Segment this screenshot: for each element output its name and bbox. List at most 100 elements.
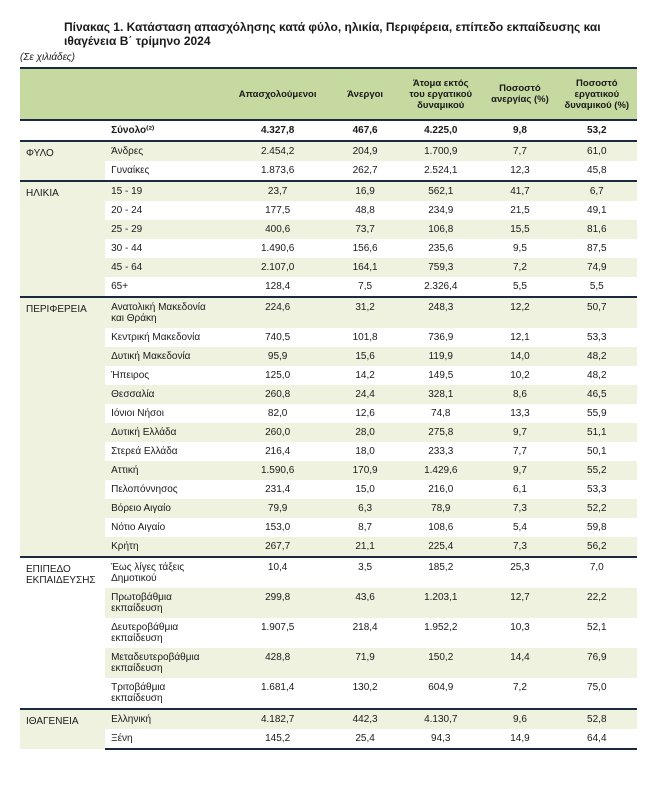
- cell-lfrate: 52,1: [557, 618, 637, 648]
- cell-outside: 759,3: [398, 258, 483, 277]
- cell-unemployed: 18,0: [332, 442, 398, 461]
- cell-lfrate: 76,9: [557, 648, 637, 678]
- table-row: Βόρειο Αιγαίο79,96,378,97,352,2: [20, 499, 637, 518]
- col-unemployed: Άνεργοι: [332, 68, 398, 120]
- cell-outside: 233,3: [398, 442, 483, 461]
- cell-employed: 153,0: [223, 518, 332, 537]
- table-row: ΗΛΙΚΙΑ15 - 1923,716,9562,141,76,7: [20, 181, 637, 201]
- row-label: Γυναίκες: [105, 161, 223, 181]
- cell-urate: 5,4: [483, 518, 556, 537]
- col-lfrate: Ποσοστό εργατικού δυναμικού (%): [557, 68, 637, 120]
- cell-lfrate: 51,1: [557, 423, 637, 442]
- row-label: Νότιο Αιγαίο: [105, 518, 223, 537]
- cell-employed: 2.107,0: [223, 258, 332, 277]
- cell-outside: 78,9: [398, 499, 483, 518]
- cell-unemployed: 15,0: [332, 480, 398, 499]
- cell-outside: 94,3: [398, 729, 483, 749]
- cell-lfrate: 22,2: [557, 588, 637, 618]
- category-cell: ΦΥΛΟ: [20, 141, 105, 181]
- cell-urate: 12,3: [483, 161, 556, 181]
- cell-outside: 736,9: [398, 328, 483, 347]
- cell-unemployed: 71,9: [332, 648, 398, 678]
- cell-unemployed: 467,6: [332, 120, 398, 141]
- cell-unemployed: 3,5: [332, 557, 398, 588]
- cell-employed: 23,7: [223, 181, 332, 201]
- cell-urate: 7,3: [483, 537, 556, 557]
- cell-outside: 604,9: [398, 678, 483, 709]
- cell-lfrate: 56,2: [557, 537, 637, 557]
- cell-lfrate: 55,9: [557, 404, 637, 423]
- cell-urate: 7,7: [483, 442, 556, 461]
- col-category: [20, 68, 105, 120]
- row-label: Άνδρες: [105, 141, 223, 161]
- category-cell: ΗΛΙΚΙΑ: [20, 181, 105, 297]
- cell-employed: 224,6: [223, 297, 332, 328]
- row-label: Πελοπόννησος: [105, 480, 223, 499]
- cell-lfrate: 59,8: [557, 518, 637, 537]
- cell-unemployed: 43,6: [332, 588, 398, 618]
- cell-unemployed: 15,6: [332, 347, 398, 366]
- cell-employed: 2.454,2: [223, 141, 332, 161]
- row-label: 15 - 19: [105, 181, 223, 201]
- cell-lfrate: 48,2: [557, 347, 637, 366]
- cell-unemployed: 28,0: [332, 423, 398, 442]
- cell-unemployed: 7,5: [332, 277, 398, 297]
- cell-employed: 128,4: [223, 277, 332, 297]
- cell-unemployed: 25,4: [332, 729, 398, 749]
- cell-urate: 14,9: [483, 729, 556, 749]
- row-label: Τριτοβάθμια εκπαίδευση: [105, 678, 223, 709]
- table-row: Δευτεροβάθμια εκπαίδευση1.907,5218,41.95…: [20, 618, 637, 648]
- row-label: 45 - 64: [105, 258, 223, 277]
- row-label: Στερεά Ελλάδα: [105, 442, 223, 461]
- cell-outside: 328,1: [398, 385, 483, 404]
- cell-outside: 119,9: [398, 347, 483, 366]
- cell-urate: 21,5: [483, 201, 556, 220]
- cell-unemployed: 170,9: [332, 461, 398, 480]
- cell-outside: 2.326,4: [398, 277, 483, 297]
- table-row: Δυτική Ελλάδα260,028,0275,89,751,1: [20, 423, 637, 442]
- category-cell: ΙΘΑΓΕΝΕΙΑ: [20, 709, 105, 749]
- cell-lfrate: 52,2: [557, 499, 637, 518]
- cell-unemployed: 21,1: [332, 537, 398, 557]
- cell-outside: 108,6: [398, 518, 483, 537]
- cell-lfrate: 64,4: [557, 729, 637, 749]
- cell-urate: 7,2: [483, 678, 556, 709]
- category-cell: ΕΠΙΠΕΔΟ ΕΚΠΑΙΔΕΥΣΗΣ: [20, 557, 105, 709]
- row-label: Έως λίγες τάξεις Δημοτικού: [105, 557, 223, 588]
- cell-lfrate: 49,1: [557, 201, 637, 220]
- row-label: Ξένη: [105, 729, 223, 749]
- cell-outside: 1.429,6: [398, 461, 483, 480]
- cell-outside: 1.700,9: [398, 141, 483, 161]
- cell-employed: 10,4: [223, 557, 332, 588]
- cell-employed: 145,2: [223, 729, 332, 749]
- cell-lfrate: 52,8: [557, 709, 637, 729]
- cell-urate: 9,6: [483, 709, 556, 729]
- cell-lfrate: 53,3: [557, 480, 637, 499]
- row-label: Δυτική Ελλάδα: [105, 423, 223, 442]
- cell-outside: 149,5: [398, 366, 483, 385]
- cell-outside: 2.524,1: [398, 161, 483, 181]
- cell-outside: 4.130,7: [398, 709, 483, 729]
- cell-urate: 9,7: [483, 461, 556, 480]
- cell-lfrate: 53,3: [557, 328, 637, 347]
- cell-urate: 6,1: [483, 480, 556, 499]
- table-row: ΦΥΛΟΆνδρες2.454,2204,91.700,97,761,0: [20, 141, 637, 161]
- cell-outside: 1.952,2: [398, 618, 483, 648]
- cell-urate: 41,7: [483, 181, 556, 201]
- cell-outside: 1.203,1: [398, 588, 483, 618]
- cell-urate: 12,7: [483, 588, 556, 618]
- cell-urate: 8,6: [483, 385, 556, 404]
- cell-employed: 231,4: [223, 480, 332, 499]
- cell-urate: 7,2: [483, 258, 556, 277]
- cell-employed: 1.907,5: [223, 618, 332, 648]
- table-row: 25 - 29400,673,7106,815,581,6: [20, 220, 637, 239]
- cell-lfrate: 50,7: [557, 297, 637, 328]
- cell-lfrate: 61,0: [557, 141, 637, 161]
- cell-employed: 4.327,8: [223, 120, 332, 141]
- cell-urate: 14,4: [483, 648, 556, 678]
- cell-outside: 225,4: [398, 537, 483, 557]
- cell-employed: 260,0: [223, 423, 332, 442]
- employment-table: Απασχολούμενοι Άνεργοι Άτομα εκτός του ε…: [20, 67, 637, 750]
- cell-urate: 5,5: [483, 277, 556, 297]
- table-row: Ιόνιοι Νήσοι82,012,674,813,355,9: [20, 404, 637, 423]
